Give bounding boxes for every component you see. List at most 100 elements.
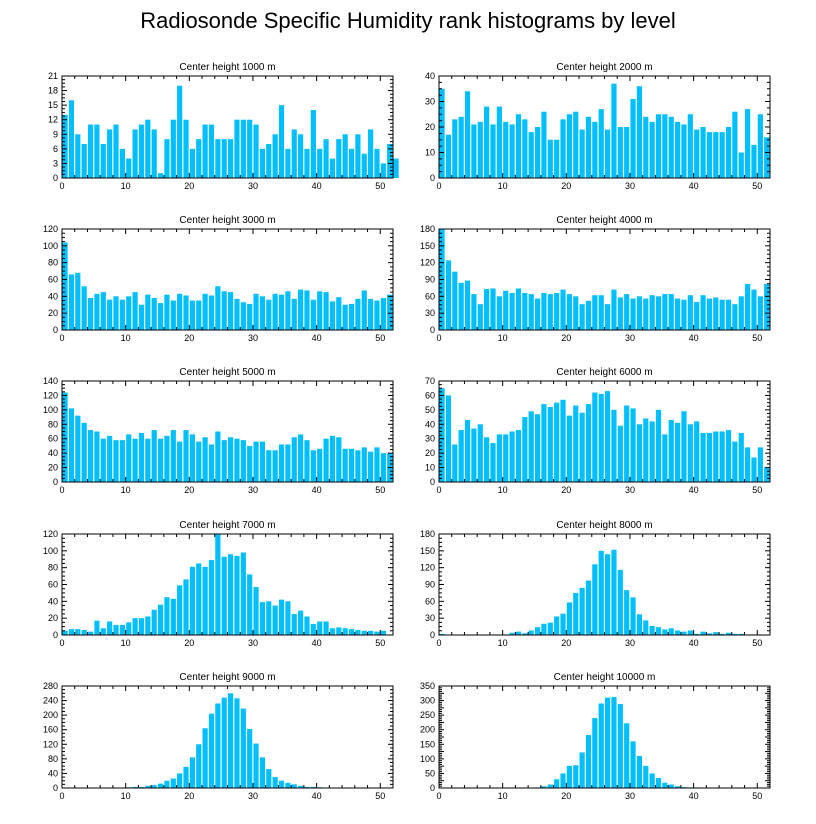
histogram-bar [247, 445, 253, 482]
histogram-bar [617, 127, 623, 178]
x-tick-label: 10 [121, 333, 131, 343]
histogram-bar [592, 718, 598, 788]
histogram-bar [342, 628, 348, 635]
histogram-bar [126, 434, 132, 482]
histogram-bar [81, 286, 87, 330]
histogram-bar [107, 435, 113, 482]
histogram-bar [560, 773, 566, 788]
histogram-bar [234, 298, 240, 330]
histogram-bar [477, 424, 483, 482]
x-tick-label: 30 [625, 638, 635, 648]
histogram-bar [605, 304, 611, 330]
histogram-bar [177, 441, 183, 482]
histogram-bar [298, 785, 304, 788]
histogram-bar [183, 579, 189, 635]
x-tick-label: 20 [561, 485, 571, 495]
histogram-bar [240, 440, 246, 482]
histogram-bar [655, 409, 662, 482]
x-tick-label: 10 [498, 638, 508, 648]
histogram-bar [617, 569, 623, 635]
histogram-bar [157, 303, 164, 330]
histogram-bar [87, 631, 94, 635]
y-tick-label: 20 [48, 613, 58, 623]
histogram-bar [183, 766, 189, 788]
histogram-bar [522, 633, 528, 635]
histogram-bar [630, 741, 636, 788]
histogram-bar [317, 148, 323, 178]
histogram-bar [68, 408, 75, 482]
histogram-bar [738, 296, 744, 330]
histogram-bar [298, 289, 304, 330]
histogram-bar [643, 765, 649, 788]
y-tick-label: 250 [420, 710, 435, 720]
histogram-panel: Center height 2000 m 0 10 20 30 40 50 0 10 20 30 40 [425, 62, 771, 191]
panel-title: Center height 8000 m [556, 520, 652, 531]
histogram-bar [503, 290, 509, 330]
histogram-bar [119, 440, 125, 482]
histogram-bar [177, 585, 183, 635]
histogram-bar [439, 388, 445, 482]
x-tick-label: 0 [436, 485, 441, 495]
histogram-bar [107, 621, 113, 635]
y-tick-label: 0 [53, 173, 58, 183]
histogram-bar [259, 441, 265, 482]
y-tick-label: 150 [420, 546, 435, 556]
histogram-bar [132, 786, 138, 788]
x-tick-label: 50 [752, 485, 762, 495]
histogram-bar [113, 296, 119, 330]
x-tick-label: 10 [121, 791, 131, 801]
y-tick-label: 60 [425, 291, 435, 301]
y-tick-label: 9 [53, 129, 58, 139]
y-tick-label: 12 [48, 115, 58, 125]
histogram-bar [138, 304, 145, 330]
y-tick-label: 240 [43, 696, 58, 706]
histogram-bar [764, 283, 770, 330]
histogram-bar [240, 552, 246, 635]
plot-frame [61, 685, 394, 789]
histogram-bar [655, 296, 662, 330]
histogram-bar [719, 299, 725, 330]
x-tick-label: 20 [561, 638, 571, 648]
histogram-bar [189, 148, 195, 178]
histogram-bar [374, 148, 380, 178]
histogram-bar [757, 114, 763, 178]
histogram-bar [732, 111, 738, 178]
y-tick-label: 90 [425, 275, 435, 285]
histogram-bar [145, 616, 151, 635]
histogram-bar [745, 447, 751, 482]
y-tick-label: 80 [48, 258, 58, 268]
histogram-bar [738, 152, 744, 178]
histogram-bar [509, 124, 515, 178]
histogram-bar [164, 597, 170, 636]
histogram-bar [649, 626, 655, 635]
histogram-bar [126, 296, 132, 330]
y-tick-label: 20 [425, 448, 435, 458]
histogram-bar [355, 450, 361, 482]
y-tick-label: 6 [53, 144, 58, 154]
histogram-bar [285, 601, 291, 635]
y-tick-label: 0 [430, 783, 435, 793]
histogram-bar [566, 114, 572, 178]
histogram-bar [687, 114, 693, 178]
y-tick-label: 120 [43, 390, 58, 400]
histogram-bar [617, 704, 623, 788]
histogram-bar [573, 765, 579, 788]
histogram-bar [119, 299, 125, 330]
histogram-bar [183, 295, 189, 330]
histogram-bar [764, 137, 770, 178]
panel-title: Center height 6000 m [556, 367, 652, 378]
histogram-panel: Center height 1000 m 0 10 20 30 40 50 0 3 6 9 12 15 1… [48, 62, 399, 191]
histogram-bar [738, 633, 744, 635]
histogram-bar [291, 437, 297, 482]
histogram-bar [503, 121, 509, 178]
histogram-bar [208, 295, 215, 330]
histogram-bar [655, 114, 662, 178]
histogram-bar [196, 441, 202, 482]
histogram-bar [107, 299, 113, 330]
histogram-bar [208, 124, 215, 178]
histogram-bar [605, 129, 611, 178]
histogram-bar [662, 782, 668, 788]
histogram-bar [221, 556, 227, 635]
histogram-panel: Center height 3000 m 0 10 20 30 40 50 0 20 40 60 80… [43, 215, 394, 343]
y-tick-label: 40 [48, 448, 58, 458]
